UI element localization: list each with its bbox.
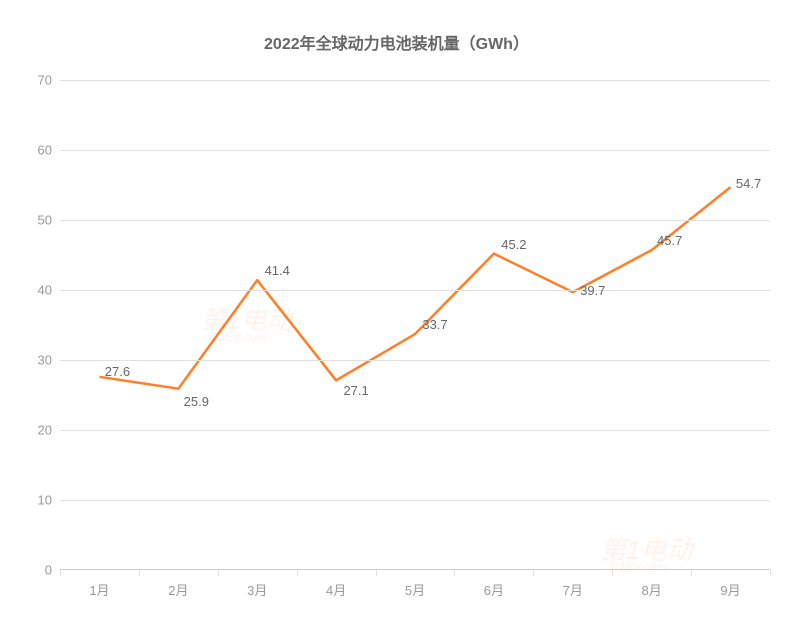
x-tick-label: 1月 xyxy=(89,570,109,599)
grid-line xyxy=(60,150,770,151)
x-tick-separator xyxy=(297,570,298,576)
x-tick-label: 8月 xyxy=(642,570,662,599)
y-tick-label: 40 xyxy=(38,283,60,298)
data-label: 41.4 xyxy=(265,263,290,278)
x-tick-separator xyxy=(691,570,692,576)
grid-line xyxy=(60,290,770,291)
data-label: 27.6 xyxy=(105,364,130,379)
x-tick-label: 6月 xyxy=(484,570,504,599)
y-tick-label: 0 xyxy=(45,563,60,578)
x-tick-separator xyxy=(218,570,219,576)
x-tick-label: 9月 xyxy=(720,570,740,599)
data-label: 33.7 xyxy=(422,317,447,332)
y-tick-label: 30 xyxy=(38,353,60,368)
data-label: 45.7 xyxy=(657,233,682,248)
grid-line xyxy=(60,220,770,221)
x-tick-separator xyxy=(454,570,455,576)
data-label: 27.1 xyxy=(343,383,368,398)
chart-title: 2022年全球动力电池装机量（GWh） xyxy=(0,30,793,54)
y-tick-label: 50 xyxy=(38,213,60,228)
grid-line xyxy=(60,500,770,501)
plot-area: 0102030405060701月2月3月4月5月6月7月8月9月27.625.… xyxy=(60,80,770,570)
grid-line xyxy=(60,430,770,431)
x-tick-separator xyxy=(139,570,140,576)
y-tick-label: 10 xyxy=(38,493,60,508)
y-tick-label: 70 xyxy=(38,73,60,88)
grid-line xyxy=(60,360,770,361)
y-tick-label: 20 xyxy=(38,423,60,438)
x-tick-separator xyxy=(60,570,61,576)
data-label: 45.2 xyxy=(501,237,526,252)
x-tick-label: 7月 xyxy=(563,570,583,599)
x-tick-label: 5月 xyxy=(405,570,425,599)
x-tick-separator xyxy=(770,570,771,576)
x-tick-separator xyxy=(533,570,534,576)
x-tick-label: 3月 xyxy=(247,570,267,599)
x-tick-label: 2月 xyxy=(168,570,188,599)
x-tick-separator xyxy=(612,570,613,576)
chart-container: 2022年全球动力电池装机量（GWh） 0102030405060701月2月3… xyxy=(0,0,793,628)
y-tick-label: 60 xyxy=(38,143,60,158)
line-path-svg xyxy=(60,80,770,570)
data-label: 54.7 xyxy=(736,176,761,191)
data-label: 25.9 xyxy=(184,394,209,409)
x-tick-separator xyxy=(376,570,377,576)
data-label: 39.7 xyxy=(580,283,605,298)
series-line xyxy=(99,187,730,389)
grid-line xyxy=(60,80,770,81)
x-tick-label: 4月 xyxy=(326,570,346,599)
